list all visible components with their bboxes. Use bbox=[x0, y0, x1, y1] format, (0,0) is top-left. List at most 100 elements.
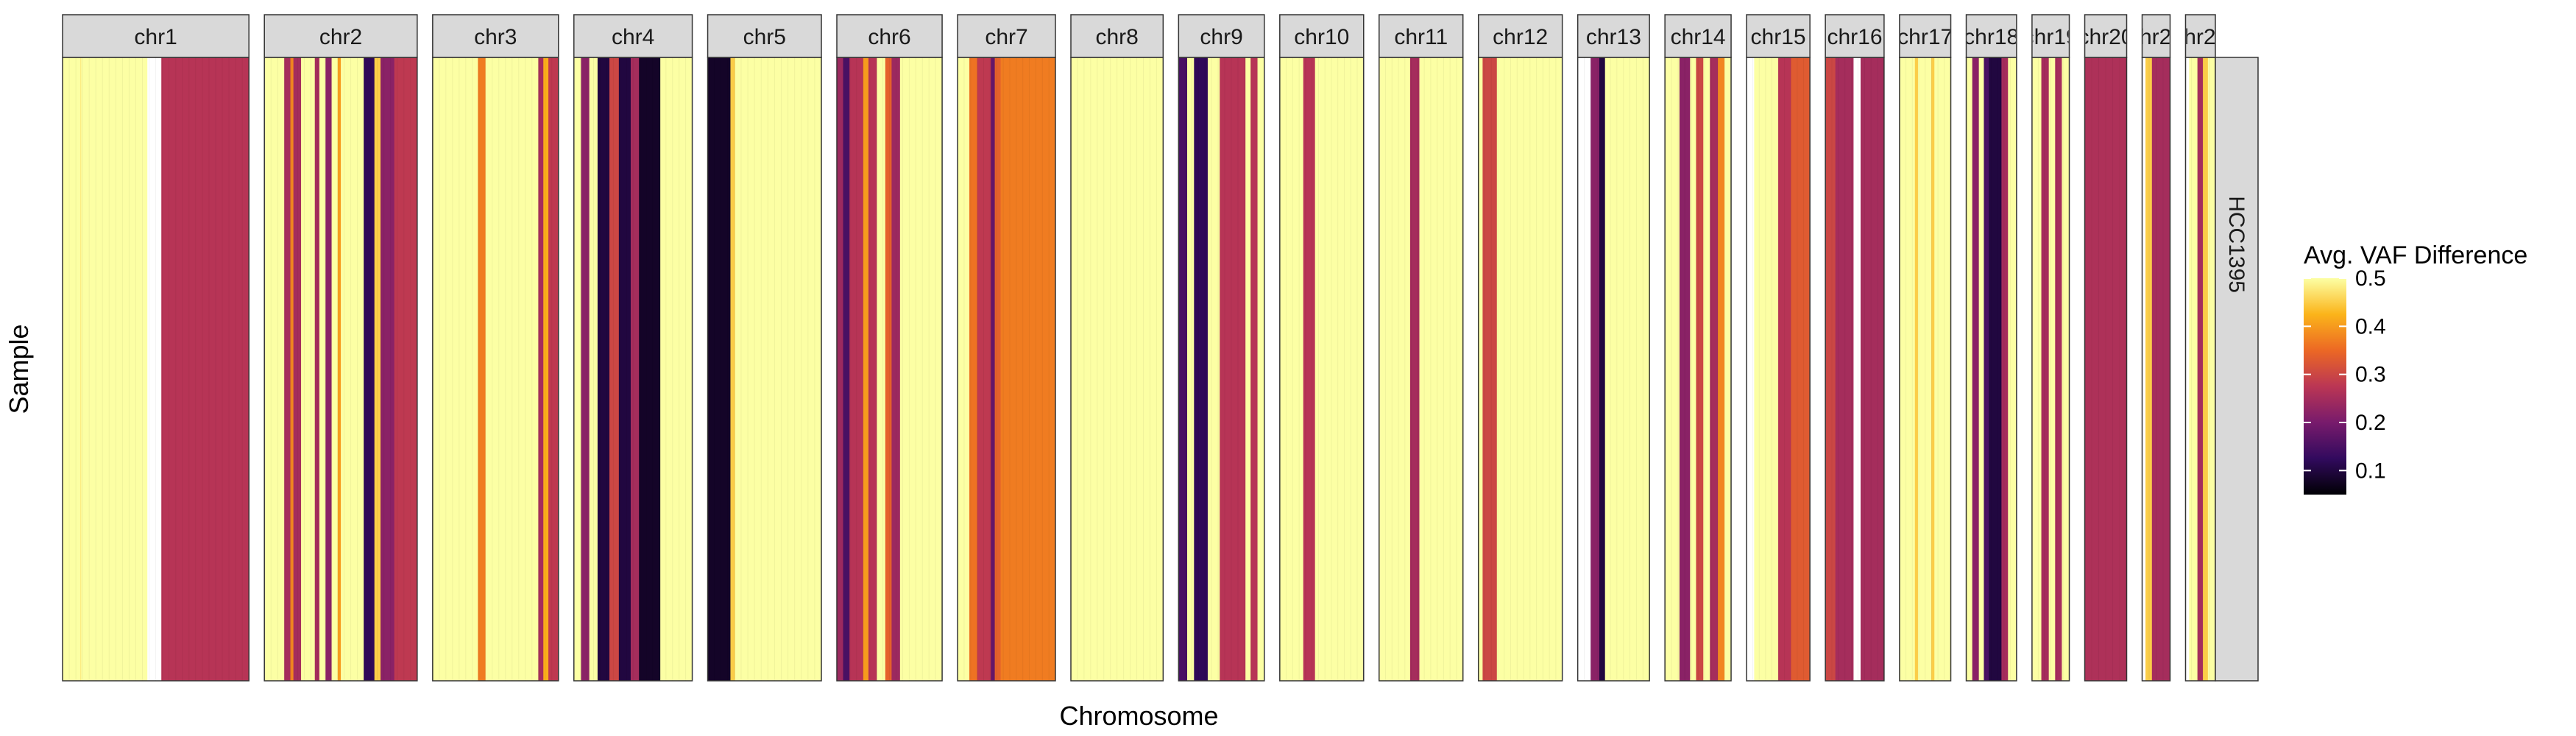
heat-cell bbox=[1972, 57, 1980, 681]
y-axis-title: Sample bbox=[4, 324, 34, 414]
heat-cell bbox=[80, 57, 82, 681]
heat-cell bbox=[2008, 57, 2017, 681]
heat-cell bbox=[1978, 57, 1984, 681]
facet-strip bbox=[2141, 14, 2171, 58]
facet-panel-chr11: chr11 bbox=[1379, 14, 1464, 682]
heat-cell bbox=[573, 57, 581, 681]
heat-cell bbox=[589, 57, 598, 681]
heat-cell bbox=[735, 57, 822, 681]
facet-panel-chr9: chr9 bbox=[1178, 14, 1265, 682]
heat-cell bbox=[1279, 57, 1304, 681]
legend-tick-label: 0.4 bbox=[2355, 314, 2386, 339]
heat-cell bbox=[630, 57, 640, 681]
facet-panel-chr8: chr8 bbox=[1070, 14, 1164, 682]
facet-label: chr18 bbox=[1964, 25, 2019, 49]
facet-strip bbox=[2084, 14, 2128, 58]
heat-cell bbox=[2055, 57, 2062, 681]
heat-cell bbox=[581, 57, 590, 681]
legend-title: Avg. VAF Difference bbox=[2304, 241, 2527, 269]
heat-cell bbox=[1409, 57, 1420, 681]
heat-cell bbox=[1710, 57, 1719, 681]
heat-cell bbox=[1989, 57, 2002, 681]
facet-panel-chr13: chr13 bbox=[1577, 14, 1650, 682]
facet-strip bbox=[2031, 14, 2070, 58]
heat-cell bbox=[161, 57, 250, 681]
heat-cell bbox=[1257, 57, 1265, 681]
facet-strip bbox=[573, 14, 693, 58]
heat-cell bbox=[2142, 57, 2146, 681]
heat-cell bbox=[1747, 57, 1755, 681]
heat-cell bbox=[1703, 57, 1710, 681]
heat-cell bbox=[543, 57, 549, 681]
heat-cell bbox=[432, 57, 478, 681]
heat-cell bbox=[2151, 57, 2170, 681]
heat-cell bbox=[264, 57, 285, 681]
facet-panel-chr4: chr4 bbox=[573, 14, 693, 682]
heat-cell bbox=[2189, 57, 2198, 681]
heat-cell bbox=[1825, 57, 1836, 681]
heat-cell bbox=[2048, 57, 2056, 681]
facet-panel-chr12: chr12 bbox=[1477, 14, 1563, 682]
heat-cell bbox=[994, 57, 1001, 681]
heat-cell bbox=[1379, 57, 1411, 681]
facet-label: chr13 bbox=[1586, 25, 1641, 49]
heat-cell bbox=[843, 57, 850, 681]
heat-cell bbox=[618, 57, 631, 681]
heat-cell bbox=[1665, 57, 1680, 681]
heat-cell bbox=[538, 57, 544, 681]
heat-cell bbox=[891, 57, 901, 681]
heat-cell bbox=[1966, 57, 1973, 681]
heat-cell bbox=[1696, 57, 1704, 681]
heat-cell bbox=[969, 57, 978, 681]
facet-label: chr10 bbox=[1294, 25, 1349, 49]
heat-cell bbox=[1000, 57, 1056, 681]
facet-panel-chr6: chr6 bbox=[836, 14, 943, 682]
heat-cell bbox=[1303, 57, 1316, 681]
heat-cell bbox=[2207, 57, 2216, 681]
heat-cell bbox=[293, 57, 302, 681]
facet-panel-chr5: chr5 bbox=[707, 14, 822, 682]
facet-label: chr7 bbox=[985, 25, 1027, 49]
heat-cell bbox=[958, 57, 970, 681]
facet-label: chr6 bbox=[868, 25, 910, 49]
facet-strip bbox=[1070, 14, 1164, 58]
facet-panel-chr15: chr15 bbox=[1746, 14, 1811, 682]
heat-cell bbox=[597, 57, 610, 681]
facet-strip bbox=[1379, 14, 1464, 58]
facet-strip bbox=[1746, 14, 1811, 58]
heat-cell bbox=[1778, 57, 1791, 681]
legend-ticks: 0.1 0.2 0.3 0.4 0.5 bbox=[2304, 266, 2386, 483]
heat-cell bbox=[1220, 57, 1246, 681]
heat-cell bbox=[1853, 57, 1861, 681]
heat-cell bbox=[1984, 57, 1989, 681]
heat-cell bbox=[394, 57, 418, 681]
heat-cell bbox=[730, 57, 736, 681]
heat-cell bbox=[885, 57, 892, 681]
facet-strip bbox=[1965, 14, 2017, 58]
heat-cell bbox=[2145, 57, 2153, 681]
facet-panel-chr7: chr7 bbox=[957, 14, 1056, 682]
sample-label: HCC1395 bbox=[2224, 196, 2248, 293]
heat-cell bbox=[1194, 57, 1209, 681]
heat-cell bbox=[319, 57, 326, 681]
heat-cell bbox=[2001, 57, 2009, 681]
facet-panel-chr10: chr10 bbox=[1279, 14, 1365, 682]
heat-cell bbox=[374, 57, 381, 681]
heat-cell bbox=[1496, 57, 1563, 681]
facet-strip bbox=[1477, 14, 1563, 58]
facet-strip bbox=[957, 14, 1056, 58]
heat-cell bbox=[899, 57, 943, 681]
heat-cell bbox=[2041, 57, 2050, 681]
heat-cell bbox=[837, 57, 843, 681]
facet-panel-chr21: chr21 bbox=[2141, 14, 2171, 682]
color-legend: Avg. VAF Difference 0.1 0.2 0.3 0.4 0.5 bbox=[2304, 241, 2527, 495]
facet-label: chr11 bbox=[1394, 25, 1448, 49]
facet-label: chr4 bbox=[612, 25, 654, 49]
heat-cell bbox=[991, 57, 995, 681]
heat-cell bbox=[548, 57, 559, 681]
heat-cell bbox=[485, 57, 539, 681]
facet-panel-chr20: chr20 bbox=[2084, 14, 2128, 682]
heat-cell bbox=[284, 57, 291, 681]
facet-strip bbox=[707, 14, 822, 58]
heat-cell bbox=[1860, 57, 1885, 681]
